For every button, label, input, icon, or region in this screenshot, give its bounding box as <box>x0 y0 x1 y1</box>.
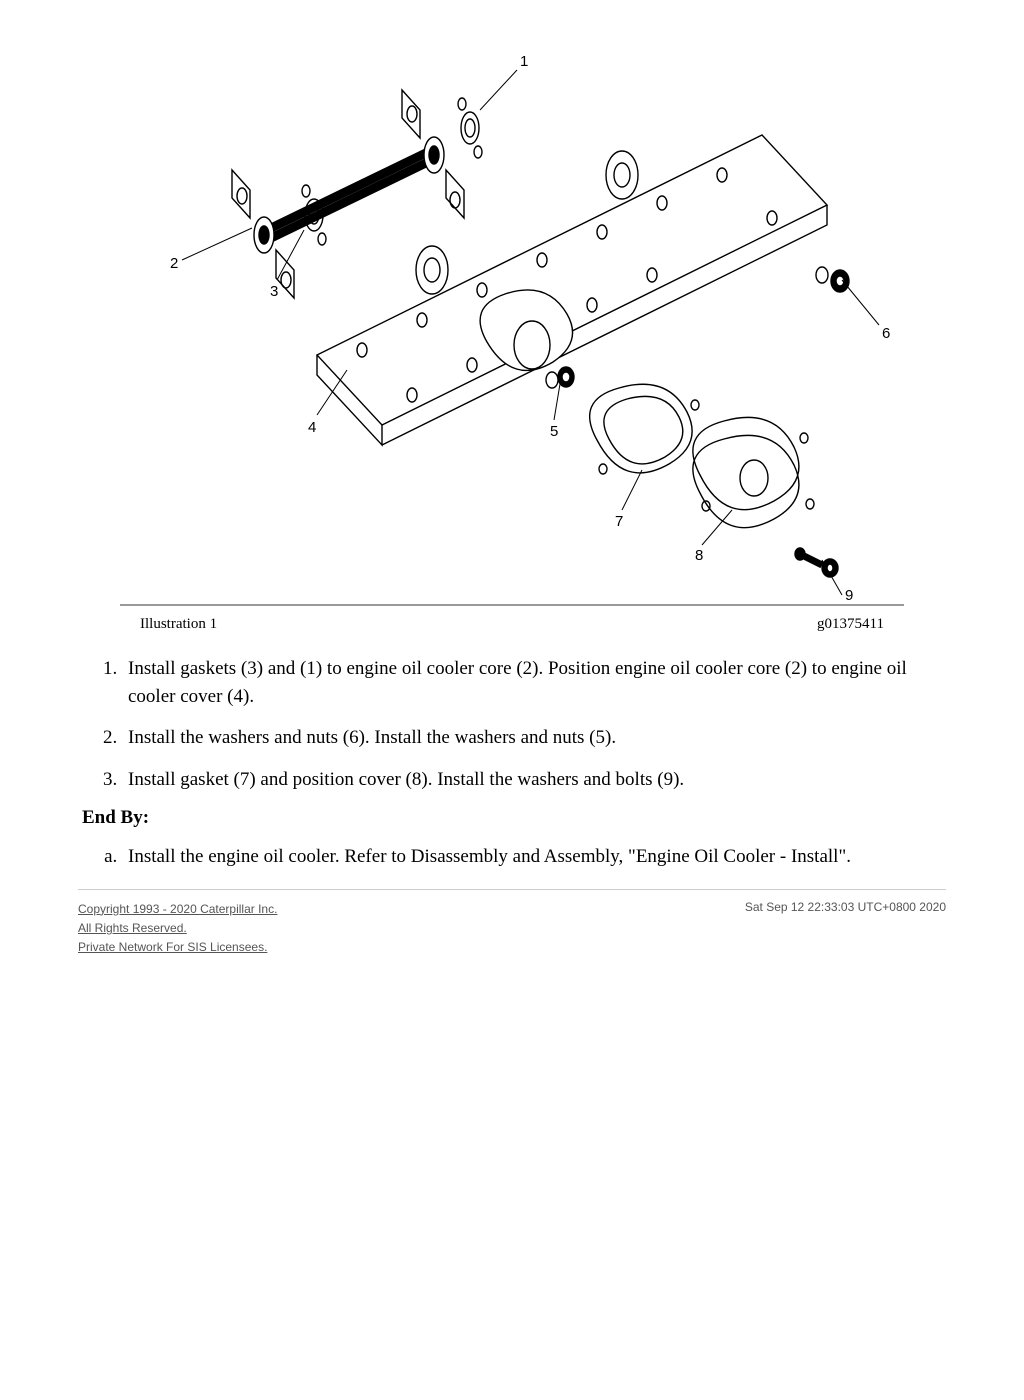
step-1: Install gaskets (3) and (1) to engine oi… <box>122 655 924 710</box>
part-label-1: 1 <box>520 53 528 70</box>
procedure-steps: Install gaskets (3) and (1) to engine oi… <box>122 655 924 793</box>
footer-timestamp: Sat Sep 12 22:33:03 UTC+0800 2020 <box>745 900 946 958</box>
footer-divider <box>78 889 946 890</box>
end-by-steps: Install the engine oil cooler. Refer to … <box>122 843 924 871</box>
exploded-diagram: 1 2 3 4 5 6 7 8 9 <box>122 40 902 600</box>
illustration-code: g01375411 <box>817 616 884 633</box>
step-2: Install the washers and nuts (6). Instal… <box>122 724 924 752</box>
part-label-4: 4 <box>308 419 316 436</box>
illustration-label: Illustration 1 <box>140 616 217 633</box>
part-label-2: 2 <box>170 255 178 272</box>
illustration-caption: Illustration 1 g01375411 <box>140 616 884 633</box>
footer-left: Copyright 1993 - 2020 Caterpillar Inc. A… <box>78 900 277 958</box>
step-3: Install gasket (7) and position cover (8… <box>122 766 924 794</box>
copyright-link[interactable]: Copyright 1993 - 2020 Caterpillar Inc. <box>78 900 277 919</box>
part-label-3: 3 <box>270 283 278 300</box>
diagram-container: 1 2 3 4 5 6 7 8 9 <box>120 40 904 606</box>
part-label-8: 8 <box>695 547 703 564</box>
part-label-6: 6 <box>882 325 890 342</box>
part-label-7: 7 <box>615 513 623 530</box>
rights-link[interactable]: All Rights Reserved. <box>78 919 277 938</box>
network-link[interactable]: Private Network For SIS Licensees. <box>78 938 277 957</box>
part-label-9: 9 <box>845 587 853 600</box>
page-footer: Copyright 1993 - 2020 Caterpillar Inc. A… <box>78 900 946 958</box>
part-label-5: 5 <box>550 423 558 440</box>
end-by-step-a: Install the engine oil cooler. Refer to … <box>122 843 924 871</box>
end-by-heading: End By: <box>82 807 924 829</box>
